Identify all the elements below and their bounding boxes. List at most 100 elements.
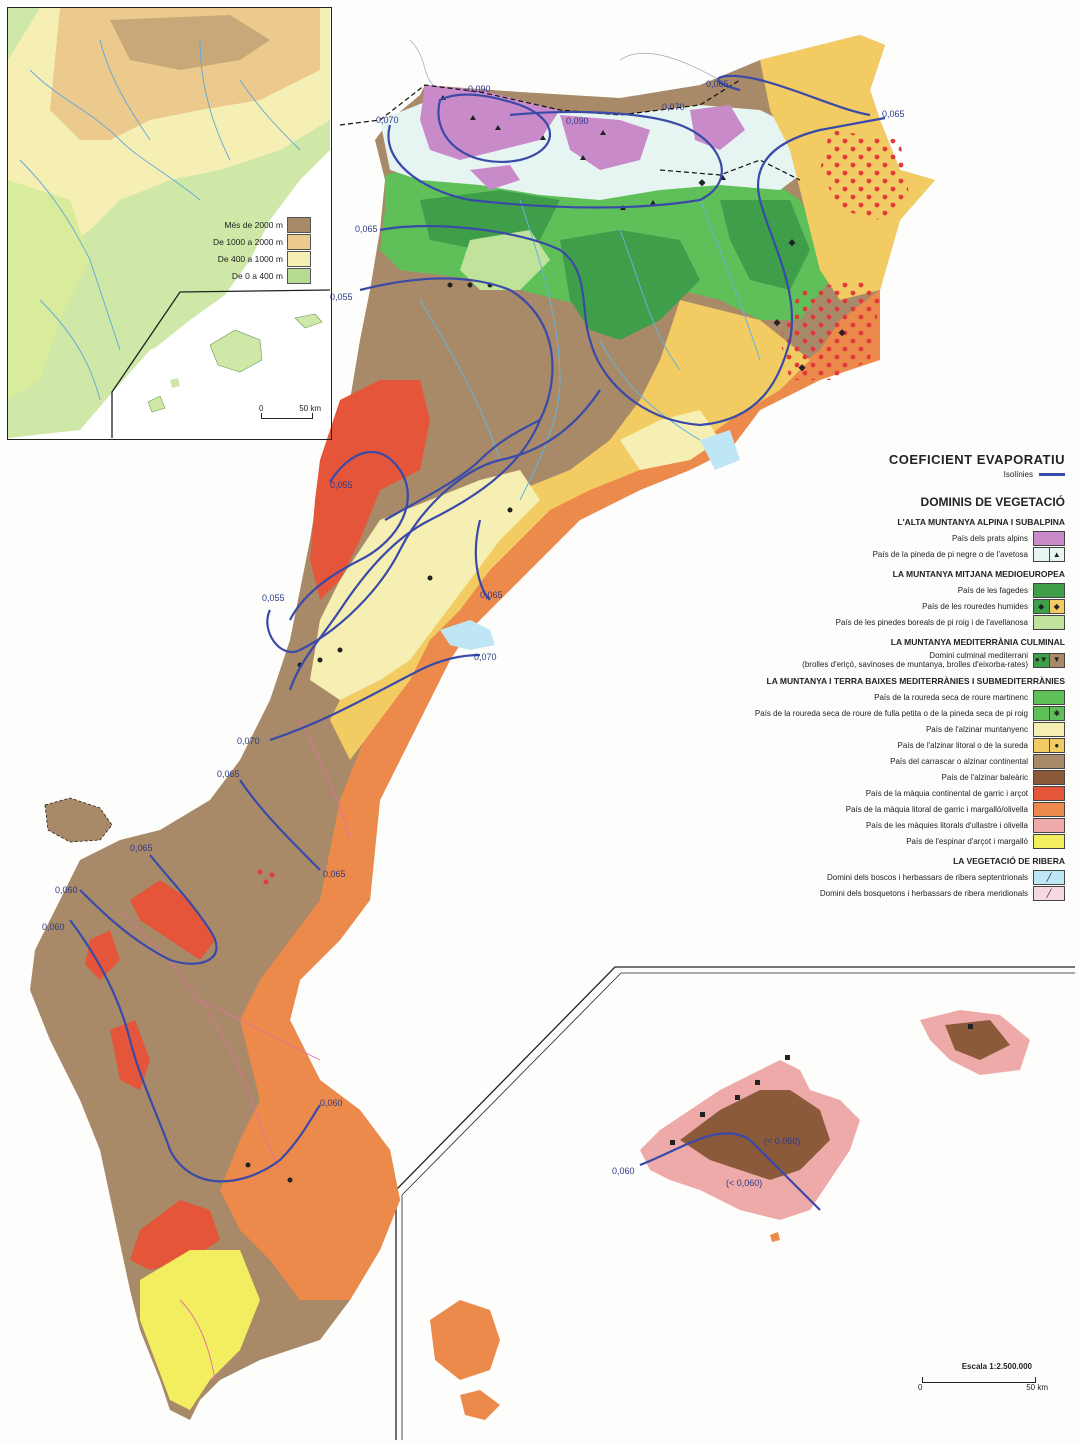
legend-item: País de la màquia continental de garric … [730,786,1065,801]
legend-section-heading: LA MUNTANYA MITJANA MEDIOEUROPEA [892,569,1065,579]
relief-inset-map [8,8,331,438]
legend-swatch [1033,583,1065,598]
legend-item: Domini dels boscos i herbassars de riber… [730,870,1065,885]
legend-swatch: ●▼ ▼ [1033,652,1065,668]
isoline-label: 0,090 [468,84,491,94]
scale-zero: 0 [259,404,264,413]
legend-item-label: Domini dels bosquetons i herbassars de r… [819,889,1028,898]
isolines-key: Isolínies [730,470,1065,479]
legend-item-label: País de les rouredes humides [922,602,1028,611]
legend-item: Domini culminal mediterrani (brolles d'e… [730,651,1065,669]
inset-scale-bar: 0 50 km [259,404,321,419]
legend-item: País de l'espinar d'arçot i margalló [730,834,1065,849]
legend-title: COEFICIENT EVAPORATIU [888,452,1065,467]
legend-item: País del carrascar o alzinar continental [730,754,1065,769]
legend-swatch: ╱ [1033,870,1065,885]
isoline-label: 0,065 [355,224,378,234]
isoline-label: 0,090 [566,116,589,126]
elevation-swatch [286,233,311,250]
elevation-legend-row: Més de 2000 m [213,216,311,233]
legend-swatch-cell [1034,723,1064,736]
isoline-label: 0,060 [55,885,78,895]
legend-item: País de les fagedes [730,583,1065,598]
legend-item-label: País de les fagedes [957,586,1028,595]
scale-zero: 0 [918,1383,923,1392]
legend-swatch [1033,834,1065,849]
isoline-label: 0,055 [330,292,353,302]
elevation-label: De 0 a 400 m [231,270,283,281]
legend-swatch-cell [1034,584,1064,597]
legend-item-label: Domini dels boscos i herbassars de riber… [827,873,1028,882]
legend-item: País dels prats alpins [730,531,1065,546]
isoline-label: 0,065 [706,79,729,89]
legend-item-label: País de l'alzinar litoral o de la sureda [897,741,1029,750]
legend-item: País de les màquies litorals d'ullastre … [730,818,1065,833]
legend-item: País de les rouredes humides ◆ ◆ [730,599,1065,614]
legend-section-heading: LA VEGETACIÓ DE RIBERA [953,856,1065,866]
legend-swatch-cell [1034,835,1064,848]
legend-swatch [1033,802,1065,817]
elevation-swatch [286,267,311,284]
legend-swatch: ✱ [1033,706,1065,721]
isoline-label: 0,070 [662,102,685,112]
legend-swatch-cell [1034,803,1064,816]
isoline-label: 0,065 [323,869,346,879]
legend-item-label: País de la màquia litoral de garric i ma… [845,805,1028,814]
legend-item-label: Domini culminal mediterrani (brolles d'e… [802,651,1028,669]
elevation-legend-row: De 400 a 1000 m [213,250,311,267]
legend-swatch: ◆ ◆ [1033,599,1065,614]
isoline-label: 0,065 [480,590,503,600]
isoline-label: 0,070 [237,736,260,746]
scale-distance: 50 km [299,404,321,413]
legend-swatch-cell: ◆ [1034,600,1049,613]
isoline-labels: 0,090 0,090 0,070 0,070 0,065 0,065 0,06… [42,79,905,1188]
vegetation-title: DOMINIS DE VEGETACIÓ [920,495,1065,509]
legend-swatch [1033,722,1065,737]
legend-swatch-cell: ╱ [1034,887,1064,900]
legend-section-heading: LA MUNTANYA MEDITERRÀNIA CULMINAL [890,637,1065,647]
legend-section-heading: LA MUNTANYA I TERRA BAIXES MEDITERRÀNIES… [766,676,1065,686]
legend-swatch-cell [1034,819,1064,832]
elevation-swatch [286,216,311,233]
elevation-legend-row: De 1000 a 2000 m [213,233,311,250]
legend-item: País de la màquia litoral de garric i ma… [730,802,1065,817]
isolines [69,74,886,1211]
legend-swatch-cell [1034,616,1064,629]
legend-swatch-cell: ●▼ [1034,653,1049,667]
legend-swatch: ╱ [1033,886,1065,901]
isoline-label: (< 0,060) [764,1136,800,1146]
isoline-label: 0,060 [42,922,65,932]
legend-swatch-cell: ✱ [1048,707,1064,720]
elevation-label: De 400 a 1000 m [217,253,283,264]
legend-item-label: País de la roureda seca de roure martine… [874,693,1028,702]
legend-item-label: País de la roureda seca de roure de full… [754,709,1028,718]
legend-sections: L'ALTA MUNTANYA ALPINA I SUBALPINA País d… [730,517,1065,901]
main-scale-bar: Escala 1:2.500.000 0 50 km [918,1362,1048,1392]
legend-swatch [1033,818,1065,833]
legend-item: País de l'alzinar baleàric [730,770,1065,785]
legend-section-heading: L'ALTA MUNTANYA ALPINA I SUBALPINA [897,517,1065,527]
isoline-label: 0,055 [330,480,353,490]
legend-item: País de l'alzinar litoral o de la sureda… [730,738,1065,753]
isoline-label: 0,065 [882,109,905,119]
scale-label: Escala 1:2.500.000 [961,1362,1032,1371]
legend-swatch: ● [1033,738,1065,753]
isoline-label: 0,055 [262,593,285,603]
legend-item-label: País de l'alzinar baleàric [941,773,1028,782]
elevation-legend-row: De 0 a 400 m [213,267,311,284]
legend-swatch-cell [1034,739,1049,752]
legend-swatch [1033,690,1065,705]
isoline-label: 0,070 [376,115,399,125]
elevation-label: De 1000 a 2000 m [213,236,283,247]
legend-swatch-cell [1034,691,1064,704]
legend-swatch-cell [1034,532,1064,545]
legend-swatch [1033,531,1065,546]
legend-item: País de l'alzinar muntanyenc [730,722,1065,737]
isoline-label: 0,070 [474,652,497,662]
legend-swatch-cell [1034,787,1064,800]
legend-swatch: ▲ [1033,547,1065,562]
legend-swatch-cell: ◆ [1048,600,1064,613]
legend-swatch [1033,786,1065,801]
legend-item: País de la roureda seca de roure de full… [730,706,1065,721]
